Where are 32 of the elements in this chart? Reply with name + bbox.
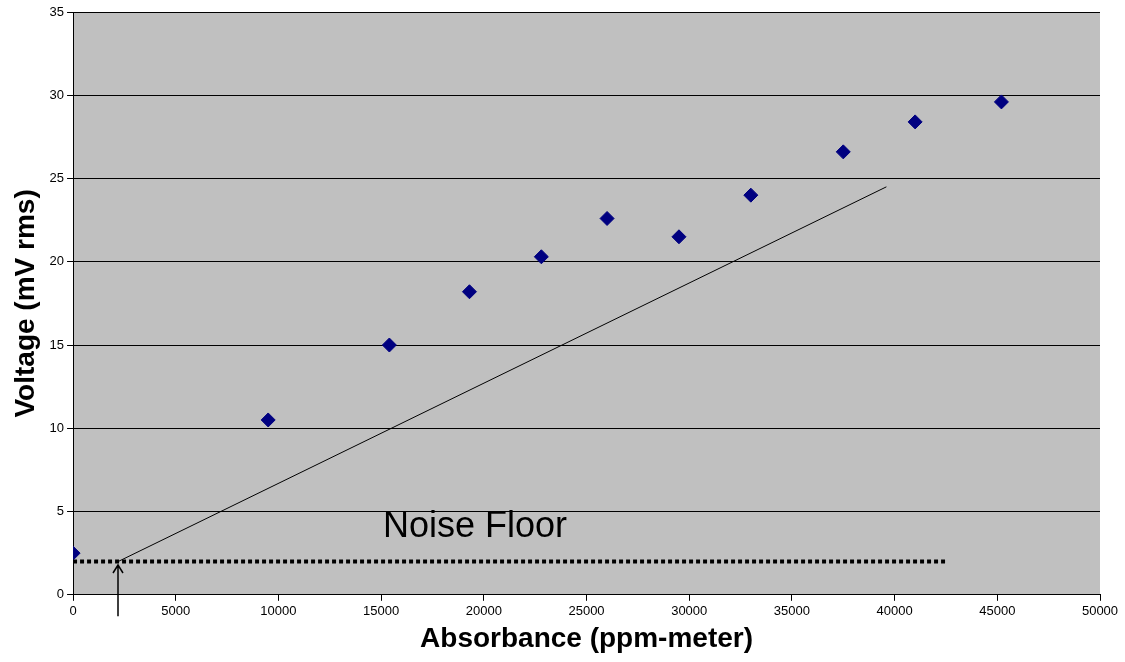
point	[533, 249, 549, 265]
x-tick-label: 50000	[1081, 603, 1119, 619]
y-tick-label: 0	[56, 586, 65, 602]
x-tick-label: 20000	[465, 603, 502, 619]
point	[260, 412, 276, 428]
y-tick-label: 20	[49, 253, 65, 269]
y-axis-title: Voltage (mV rms)	[8, 189, 40, 418]
y-tick-label: 35	[49, 3, 65, 19]
point	[671, 229, 687, 245]
y-tick-label: 10	[49, 419, 65, 435]
point	[381, 337, 397, 353]
x-tick-label: 10000	[260, 603, 297, 619]
point	[599, 210, 615, 226]
point	[461, 284, 477, 300]
x-tick-label: 30000	[671, 603, 708, 619]
point	[907, 114, 923, 130]
point	[835, 144, 851, 160]
annotation: Noise Floor	[383, 504, 568, 545]
y-tick-label: 15	[49, 336, 65, 352]
x-axis-title: Absorbance (ppm-meter)	[420, 621, 753, 653]
x-tick-label: 40000	[876, 603, 913, 619]
x-tick-label: 5000	[161, 603, 191, 619]
x-tick-label: 25000	[568, 603, 605, 619]
x-tick-label: 0	[69, 603, 77, 619]
y-tick-label: 25	[49, 170, 65, 186]
x-tick-label: 45000	[979, 603, 1016, 619]
y-tick-label: 30	[49, 86, 65, 102]
point	[743, 187, 759, 203]
x-tick-label: 15000	[363, 603, 400, 619]
y-tick-label: 5	[56, 503, 65, 519]
x-tick-label: 35000	[773, 603, 810, 619]
point	[993, 94, 1009, 110]
